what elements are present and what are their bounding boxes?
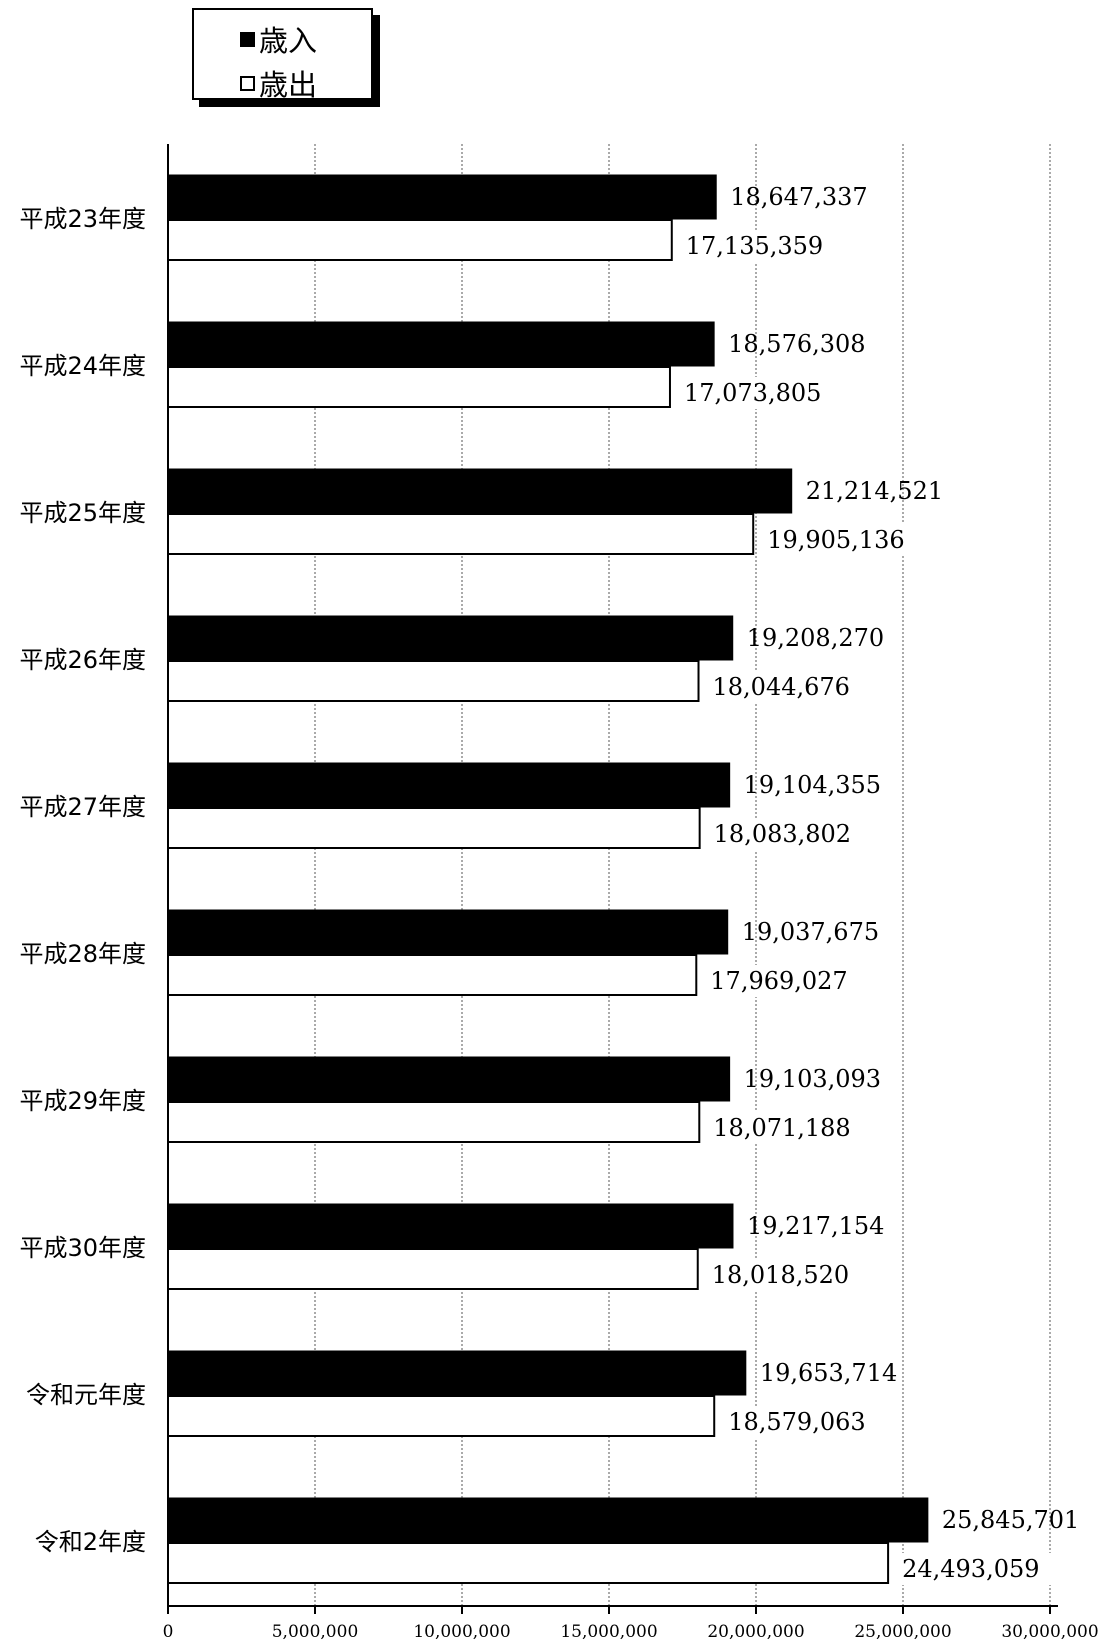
legend-item-expenditure: 歳出 (240, 62, 317, 104)
bar-expenditure (167, 660, 700, 702)
bar-revenue (167, 1497, 929, 1543)
x-tick-label: 25,000,000 (854, 1622, 951, 1642)
data-label-expenditure: 18,083,802 (714, 820, 851, 848)
x-tick-label: 30,000,000 (1001, 1622, 1098, 1642)
data-label-expenditure: 18,071,188 (713, 1114, 850, 1142)
data-label-expenditure: 18,579,063 (728, 1408, 865, 1436)
category-label: 令和元年度 (26, 1381, 146, 1409)
category-label: 平成25年度 (19, 499, 146, 527)
data-label-revenue: 19,208,270 (747, 624, 884, 652)
data-label-bg (679, 377, 834, 409)
data-label-revenue: 19,037,675 (742, 918, 879, 946)
bar-revenue (167, 468, 793, 514)
category-label: 令和2年度 (35, 1528, 146, 1556)
bar-expenditure (167, 1248, 699, 1290)
x-tick-label: 20,000,000 (707, 1622, 804, 1642)
data-label-expenditure: 17,969,027 (710, 967, 847, 995)
category-label: 平成30年度 (19, 1234, 146, 1262)
data-label-bg (706, 965, 861, 997)
bar-expenditure (167, 513, 755, 555)
data-label-revenue: 19,653,714 (760, 1359, 897, 1387)
bar-expenditure (167, 1542, 890, 1584)
x-tick-label: 5,000,000 (272, 1622, 359, 1642)
bar-revenue (167, 762, 731, 808)
data-label-bg (763, 524, 918, 556)
data-label-revenue: 18,576,308 (728, 330, 865, 358)
data-label-expenditure: 18,044,676 (713, 673, 850, 701)
category-label: 平成24年度 (19, 352, 146, 380)
data-label-bg (724, 1406, 879, 1438)
data-label-revenue: 19,217,154 (747, 1212, 884, 1240)
chart-legend: 歳入 歳出 (192, 8, 373, 102)
x-tick-label: 0 (163, 1622, 174, 1642)
data-label-expenditure: 17,073,805 (684, 379, 821, 407)
data-label-bg (709, 818, 864, 850)
legend-item-revenue: 歳入 (240, 18, 317, 60)
bar-revenue (167, 1350, 747, 1396)
data-label-revenue: 21,214,521 (806, 477, 943, 505)
data-label-bg (708, 671, 863, 703)
axis-layer: 0 5,000,000 10,000,000 15,000,000 20,000,000… (163, 144, 1099, 1642)
bar-revenue (167, 909, 729, 955)
bar-expenditure (167, 366, 671, 408)
x-tick-label: 10,000,000 (413, 1622, 510, 1642)
bar-expenditure (167, 1395, 716, 1437)
bar-revenue (167, 1203, 734, 1249)
bar-revenue (167, 1056, 731, 1102)
category-label: 平成26年度 (19, 646, 146, 674)
data-label-bg (681, 230, 836, 262)
bar-revenue (167, 615, 734, 661)
data-label-expenditure: 24,493,059 (902, 1555, 1039, 1583)
data-label-revenue: 19,104,355 (744, 771, 881, 799)
bar-expenditure (167, 954, 698, 996)
labels-layer: 平成23年度 18,647,337 17,135,359 平成24年度 18,576,3… (19, 183, 1079, 1585)
x-tick-label: 15,000,000 (560, 1622, 657, 1642)
data-label-bg (707, 1259, 862, 1291)
data-label-bg (709, 1112, 864, 1144)
data-label-expenditure: 17,135,359 (686, 232, 823, 260)
legend-swatch-expenditure (240, 75, 255, 91)
legend-swatch-revenue (240, 31, 255, 47)
data-label-bg (898, 1553, 1053, 1585)
bar-expenditure (167, 219, 673, 261)
data-label-expenditure: 19,905,136 (767, 526, 904, 554)
category-label: 平成23年度 (19, 205, 146, 233)
data-label-revenue: 19,103,093 (744, 1065, 881, 1093)
data-label-revenue: 18,647,337 (730, 183, 867, 211)
legend-label-revenue: 歳入 (259, 24, 318, 58)
category-label: 平成29年度 (19, 1087, 146, 1115)
bar-expenditure (167, 807, 701, 849)
bar-revenue (167, 174, 717, 220)
data-label-expenditure: 18,018,520 (712, 1261, 849, 1289)
bars-layer (167, 174, 929, 1584)
bar-revenue (167, 321, 715, 367)
category-label: 平成27年度 (19, 793, 146, 821)
legend-label-expenditure: 歳出 (259, 68, 318, 102)
data-label-revenue: 25,845,701 (942, 1506, 1079, 1534)
bar-expenditure (167, 1101, 701, 1143)
category-label: 平成28年度 (19, 940, 146, 968)
